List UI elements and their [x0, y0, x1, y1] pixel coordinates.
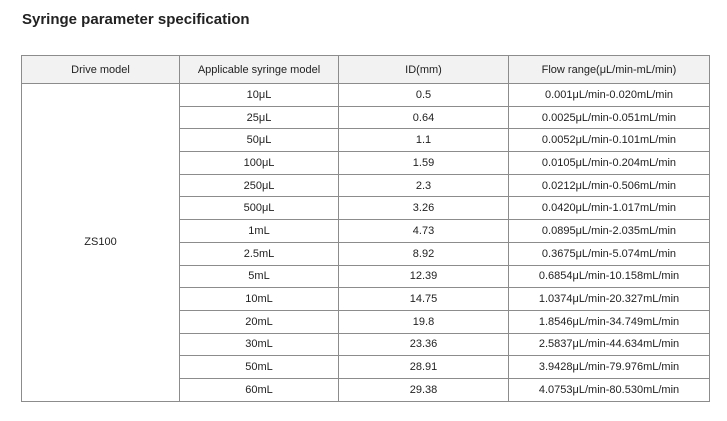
table-cell: 0.64 [338, 105, 509, 130]
column-header: Applicable syringe model [179, 55, 339, 84]
table-cell: 4.0753μL/min-80.530mL/min [508, 377, 710, 402]
table-cell: 100μL [179, 151, 339, 175]
table-cell: 1.1 [338, 128, 509, 153]
table-cell: 0.0052μL/min-0.101mL/min [508, 128, 710, 153]
table-cell: 23.36 [338, 332, 509, 357]
table-cell: 20mL [179, 309, 339, 334]
table-row: ZS100 10μL 0.5 0.001μL/min-0.020mL/min [21, 83, 710, 402]
table-head: Drive model Applicable syringe model ID(mm… [21, 55, 710, 84]
table-cell: 30mL [179, 332, 339, 357]
table-cell: 3.9428μL/min-79.976mL/min [508, 355, 710, 379]
table-cell: 0.0105μL/min-0.204mL/min [508, 151, 710, 175]
table-cell: 0.0420μL/min-1.017mL/min [508, 196, 710, 221]
table-cell: 50μL [179, 128, 339, 153]
table-row: 5mL 12.39 0.6854μL/min-10.158mL/min [22, 264, 710, 289]
table-cell: 8.92 [338, 241, 509, 266]
table-row: 60mL 29.38 4.0753μL/min-80.530mL/min [22, 377, 710, 402]
table-cell: 12.39 [338, 264, 509, 289]
table-cell: 10mL [179, 287, 339, 311]
table-cell: 25μL [179, 105, 339, 130]
table-cell: 0.6854μL/min-10.158mL/min [508, 264, 710, 289]
table-row: 2.5mL 8.92 0.3675μL/min-5.074mL/min [22, 241, 710, 266]
table-body: ZS100 10μL 0.5 0.001μL/min-0.020mL/min 25μL 0… [21, 83, 710, 402]
table-cell: 250μL [179, 173, 339, 198]
column-header: ID(mm) [338, 55, 509, 84]
table-cell: 29.38 [338, 377, 509, 402]
table-cell: 3.26 [338, 196, 509, 221]
table-cell: 0.0212μL/min-0.506mL/min [508, 173, 710, 198]
table-cell: 10μL [179, 83, 339, 107]
table-cell: 0.0895μL/min-2.035mL/min [508, 219, 710, 243]
table-cell: 19.8 [338, 309, 509, 334]
table-cell: 1.59 [338, 151, 509, 175]
table-cell: 5mL [179, 264, 339, 289]
drive-model-cell: ZS100 [21, 83, 180, 402]
spec-table: Drive model Applicable syringe model ID(mm… [21, 55, 710, 402]
table-cell: 1.8546μL/min-34.749mL/min [508, 309, 710, 334]
table-row: 50μL 1.1 0.0052μL/min-0.101mL/min [22, 128, 710, 153]
table-row: 10mL 14.75 1.0374μL/min-20.327mL/min [22, 287, 710, 311]
table-cell: 60mL [179, 377, 339, 402]
table-row: 250μL 2.3 0.0212μL/min-0.506mL/min [22, 173, 710, 198]
column-header: Flow range(μL/min-mL/min) [508, 55, 710, 84]
table-cell: 0.0025μL/min-0.051mL/min [508, 105, 710, 130]
table-cell: 2.5837μL/min-44.634mL/min [508, 332, 710, 357]
table-cell: 14.75 [338, 287, 509, 311]
table-row: 1mL 4.73 0.0895μL/min-2.035mL/min [22, 219, 710, 243]
table-cell: 0.001μL/min-0.020mL/min [508, 83, 710, 107]
column-header: Drive model [21, 55, 180, 84]
table-row: 500μL 3.26 0.0420μL/min-1.017mL/min [22, 196, 710, 221]
table-cell: 50mL [179, 355, 339, 379]
table-cell: 28.91 [338, 355, 509, 379]
table-cell: 2.3 [338, 173, 509, 198]
table-cell: 1.0374μL/min-20.327mL/min [508, 287, 710, 311]
title: Syringe parameter specification [22, 11, 250, 28]
table-cell: 0.5 [338, 83, 509, 107]
table-cell: 500μL [179, 196, 339, 221]
table-row: 50mL 28.91 3.9428μL/min-79.976mL/min [22, 355, 710, 379]
header-row: Drive model Applicable syringe model ID(mm… [21, 55, 710, 84]
table-cell: 4.73 [338, 219, 509, 243]
table-cell: 1mL [179, 219, 339, 243]
table-cell: 2.5mL [179, 241, 339, 266]
table-cell: 0.3675μL/min-5.074mL/min [508, 241, 710, 266]
